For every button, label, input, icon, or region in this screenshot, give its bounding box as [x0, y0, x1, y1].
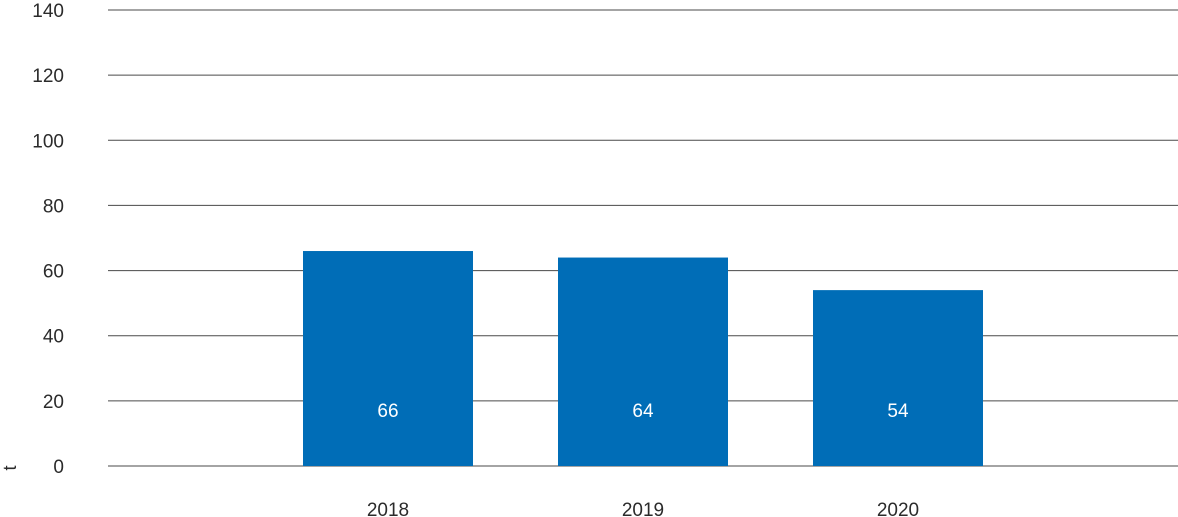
x-tick-label-2018: 2018 [367, 500, 409, 517]
y-tick-label: 120 [32, 66, 64, 87]
x-tick-label-2020: 2020 [877, 500, 919, 517]
x-axis-ticks: 2018 2019 2020 [367, 500, 919, 517]
y-tick-label: 40 [43, 327, 64, 348]
bars: 66 64 54 [303, 251, 983, 466]
y-axis-ticks: 0 20 40 60 80 100 120 140 [32, 1, 64, 478]
data-label-2020: 54 [887, 401, 909, 422]
bar-2018 [303, 251, 473, 466]
y-axis-title: t [0, 465, 20, 470]
data-label-2018: 66 [377, 401, 398, 422]
y-tick-label: 0 [53, 457, 64, 478]
data-label-2019: 64 [632, 401, 654, 422]
y-tick-label: 140 [32, 1, 64, 22]
x-tick-label-2019: 2019 [622, 500, 664, 517]
bar-2020 [813, 290, 983, 466]
y-tick-label: 100 [32, 131, 64, 152]
y-tick-label: 20 [43, 392, 64, 413]
bar-2019 [558, 257, 728, 466]
y-tick-label: 80 [43, 196, 64, 217]
y-tick-label: 60 [43, 262, 64, 283]
